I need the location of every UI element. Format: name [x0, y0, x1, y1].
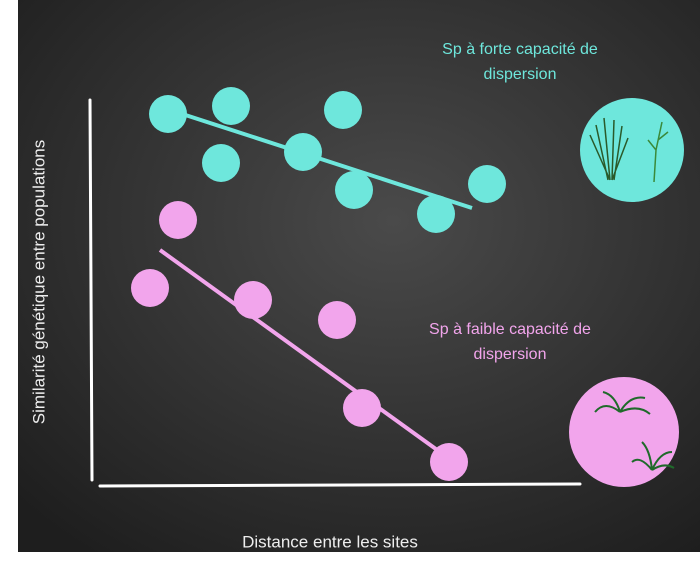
point — [131, 269, 169, 307]
x-axis — [100, 484, 580, 486]
species-icon — [569, 377, 679, 487]
point — [318, 301, 356, 339]
point — [284, 133, 322, 171]
group-label: Sp à faible capacité de — [429, 321, 591, 338]
point — [159, 201, 197, 239]
group-label: Sp à forte capacité de — [442, 41, 598, 58]
point — [417, 195, 455, 233]
group-label: dispersion — [474, 346, 547, 363]
point — [343, 389, 381, 427]
page: Similarité génétique entre populations D… — [0, 0, 700, 561]
diagram: Similarité génétique entre populations D… — [0, 0, 700, 561]
point — [212, 87, 250, 125]
point — [468, 165, 506, 203]
group-label: dispersion — [484, 66, 557, 83]
point — [430, 443, 468, 481]
point — [202, 144, 240, 182]
y-axis — [90, 100, 92, 480]
species-icon — [580, 98, 684, 202]
x-axis-label: Distance entre les sites — [242, 532, 418, 551]
point — [324, 91, 362, 129]
point — [234, 281, 272, 319]
point — [149, 95, 187, 133]
point — [335, 171, 373, 209]
y-axis-label: Similarité génétique entre populations — [29, 140, 48, 424]
